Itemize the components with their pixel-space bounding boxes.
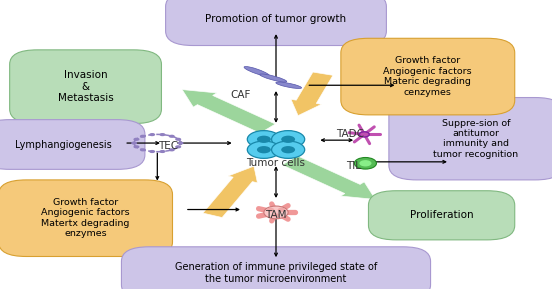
Circle shape (359, 132, 369, 137)
Text: CAF: CAF (230, 90, 250, 100)
Circle shape (272, 131, 305, 148)
Circle shape (257, 146, 271, 153)
Circle shape (247, 141, 280, 158)
Text: Tumor cells: Tumor cells (247, 158, 305, 168)
Circle shape (281, 146, 295, 153)
FancyBboxPatch shape (10, 50, 162, 124)
Ellipse shape (276, 82, 301, 88)
Circle shape (278, 208, 285, 212)
Circle shape (272, 141, 305, 158)
Text: Promotion of tumor growth: Promotion of tumor growth (205, 14, 347, 24)
Text: TEC: TEC (158, 141, 178, 151)
Text: TAM: TAM (266, 210, 286, 220)
Text: Invasion
&
Metastasis: Invasion & Metastasis (58, 70, 113, 103)
Text: Suppre-sion of
antitumor
immunity and
tumor recognition: Suppre-sion of antitumor immunity and tu… (433, 118, 518, 159)
Text: TADC: TADC (337, 129, 364, 139)
FancyArrow shape (282, 156, 375, 199)
Text: Generation of immune privileged state of
the tumor microenvironment: Generation of immune privileged state of… (175, 262, 377, 284)
Circle shape (359, 160, 371, 166)
FancyBboxPatch shape (369, 191, 514, 240)
Circle shape (169, 135, 175, 138)
Ellipse shape (260, 74, 286, 82)
Circle shape (175, 138, 181, 141)
Circle shape (169, 148, 175, 151)
Circle shape (160, 150, 166, 153)
Ellipse shape (244, 66, 269, 76)
Circle shape (247, 131, 280, 148)
Circle shape (131, 142, 137, 144)
Circle shape (267, 208, 274, 212)
FancyBboxPatch shape (0, 120, 145, 169)
Circle shape (149, 133, 155, 136)
FancyBboxPatch shape (341, 38, 514, 115)
Circle shape (175, 145, 181, 149)
Text: Lymphangiogenesis: Lymphangiogenesis (15, 140, 112, 149)
Text: Growth factor
Angiogenic factors
Matertx degrading
enzymes: Growth factor Angiogenic factors Matertx… (41, 198, 130, 238)
Circle shape (281, 136, 295, 143)
Circle shape (178, 142, 183, 144)
Circle shape (272, 213, 280, 217)
FancyBboxPatch shape (389, 97, 552, 180)
Circle shape (264, 206, 288, 219)
Circle shape (354, 158, 376, 169)
FancyBboxPatch shape (0, 180, 172, 257)
Text: Proliferation: Proliferation (410, 210, 474, 220)
Circle shape (160, 133, 166, 136)
Text: TIL: TIL (346, 161, 361, 171)
Circle shape (134, 138, 140, 141)
Circle shape (149, 150, 155, 153)
Circle shape (134, 145, 140, 149)
FancyBboxPatch shape (166, 0, 386, 45)
FancyArrow shape (291, 72, 333, 116)
Circle shape (140, 148, 146, 151)
FancyArrow shape (203, 166, 257, 218)
Text: Growth factor
Angiogenic factors
Materic degrading
cenzymes: Growth factor Angiogenic factors Materic… (384, 56, 472, 97)
Circle shape (140, 135, 146, 138)
FancyArrow shape (182, 90, 275, 133)
FancyBboxPatch shape (121, 247, 431, 289)
Circle shape (257, 136, 271, 143)
